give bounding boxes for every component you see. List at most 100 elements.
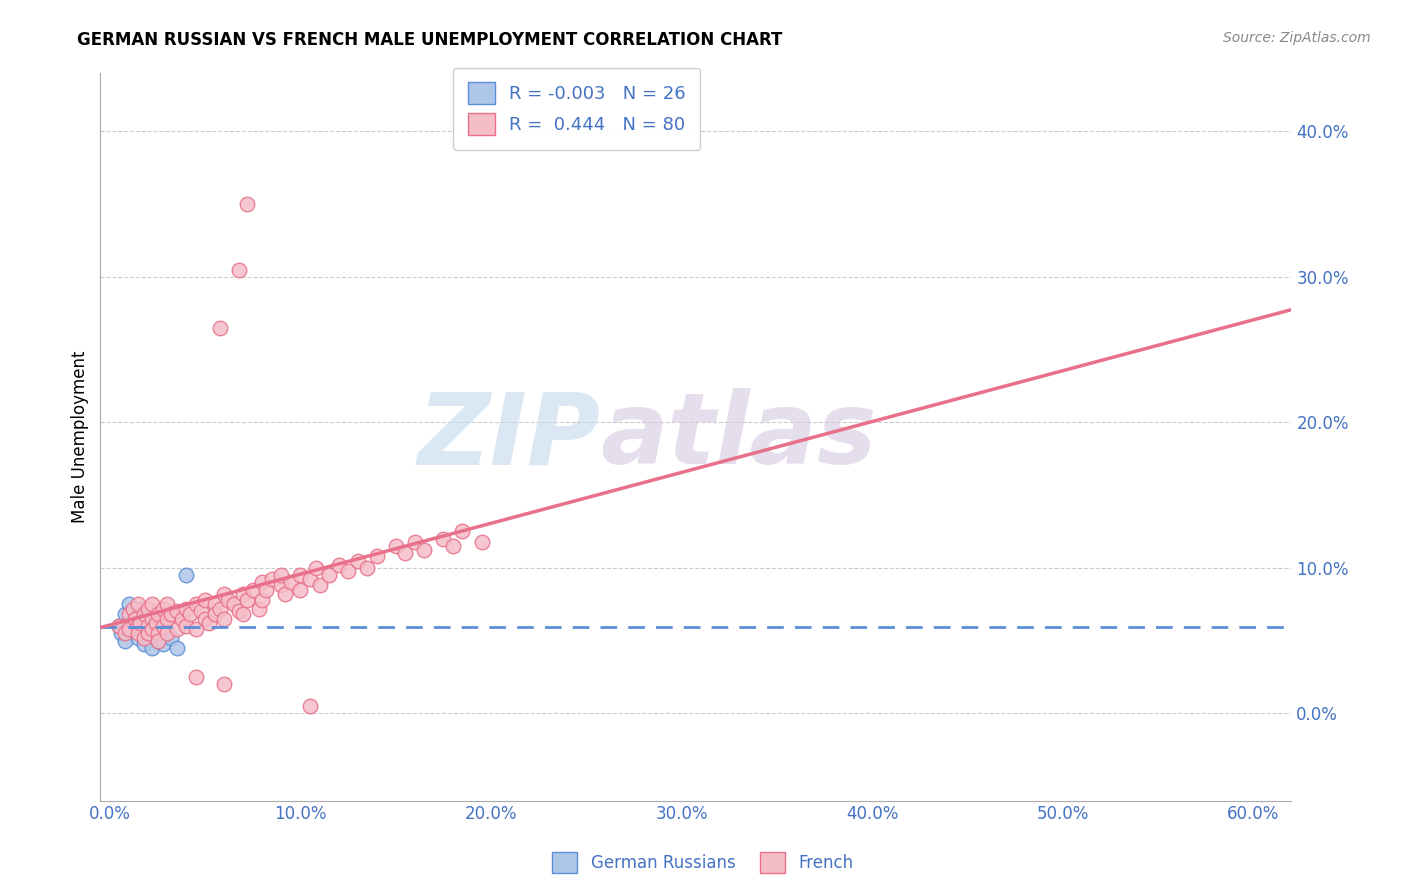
Point <box>136 619 159 633</box>
Point <box>252 592 274 607</box>
Point <box>108 619 131 633</box>
Point <box>114 633 136 648</box>
Point <box>346 553 368 567</box>
Point <box>141 622 163 636</box>
Point <box>222 597 245 611</box>
Y-axis label: Male Unemployment: Male Unemployment <box>72 351 89 524</box>
Point <box>308 578 330 592</box>
Point <box>384 539 406 553</box>
Point <box>121 601 143 615</box>
Point <box>136 626 159 640</box>
Point <box>260 573 283 587</box>
Point <box>270 568 292 582</box>
Point <box>152 619 174 633</box>
Point <box>134 636 156 650</box>
Point <box>134 607 156 622</box>
Point <box>152 601 174 615</box>
Point <box>305 561 328 575</box>
Point <box>247 601 270 615</box>
Point <box>274 587 297 601</box>
Point <box>145 616 167 631</box>
Point <box>190 605 212 619</box>
Text: atlas: atlas <box>600 388 877 485</box>
Point <box>146 626 169 640</box>
Point <box>254 582 277 597</box>
Point <box>152 636 174 650</box>
Point <box>127 605 149 619</box>
Point <box>217 592 239 607</box>
Point <box>404 534 426 549</box>
Point <box>394 546 416 560</box>
Point <box>114 607 136 622</box>
Point <box>194 612 217 626</box>
Point <box>174 619 197 633</box>
Point <box>156 626 179 640</box>
Point <box>270 578 292 592</box>
Legend: R = -0.003   N = 26, R =  0.444   N = 80: R = -0.003 N = 26, R = 0.444 N = 80 <box>453 68 700 150</box>
Point <box>108 619 131 633</box>
Point <box>127 619 149 633</box>
Point <box>134 631 156 645</box>
Point <box>156 597 179 611</box>
Point <box>212 587 235 601</box>
Point <box>280 575 302 590</box>
Point <box>156 612 179 626</box>
Point <box>174 568 197 582</box>
Legend: German Russians, French: German Russians, French <box>546 846 860 880</box>
Point <box>118 597 141 611</box>
Point <box>194 592 217 607</box>
Text: Source: ZipAtlas.com: Source: ZipAtlas.com <box>1223 31 1371 45</box>
Point <box>232 587 254 601</box>
Point <box>470 534 492 549</box>
Point <box>129 616 152 631</box>
Point <box>146 633 169 648</box>
Point <box>184 597 207 611</box>
Point <box>127 597 149 611</box>
Point <box>298 699 321 714</box>
Point <box>204 597 226 611</box>
Point <box>141 612 163 626</box>
Point <box>174 601 197 615</box>
Point <box>337 564 360 578</box>
Point <box>172 612 194 626</box>
Point <box>146 626 169 640</box>
Point <box>318 568 340 582</box>
Text: ZIP: ZIP <box>418 388 600 485</box>
Point <box>146 633 169 648</box>
Point <box>356 561 378 575</box>
Point <box>124 612 146 626</box>
Point <box>242 582 264 597</box>
Point <box>179 607 201 622</box>
Point <box>160 607 183 622</box>
Point <box>118 607 141 622</box>
Point <box>127 631 149 645</box>
Point <box>290 582 312 597</box>
Point <box>127 626 149 640</box>
Point <box>184 670 207 684</box>
Point <box>166 622 188 636</box>
Point <box>141 640 163 655</box>
Point <box>204 607 226 622</box>
Point <box>209 321 232 335</box>
Point <box>118 616 141 631</box>
Point <box>209 601 232 615</box>
Text: GERMAN RUSSIAN VS FRENCH MALE UNEMPLOYMENT CORRELATION CHART: GERMAN RUSSIAN VS FRENCH MALE UNEMPLOYME… <box>77 31 783 49</box>
Point <box>136 619 159 633</box>
Point <box>136 601 159 615</box>
Point <box>228 605 250 619</box>
Point <box>110 626 132 640</box>
Point <box>118 622 141 636</box>
Point <box>212 677 235 691</box>
Point <box>236 197 259 211</box>
Point <box>290 568 312 582</box>
Point <box>232 607 254 622</box>
Point <box>298 573 321 587</box>
Point <box>156 626 179 640</box>
Point <box>198 616 221 631</box>
Point <box>252 575 274 590</box>
Point <box>441 539 464 553</box>
Point <box>328 558 350 572</box>
Point <box>152 622 174 636</box>
Point <box>228 262 250 277</box>
Point <box>129 601 152 615</box>
